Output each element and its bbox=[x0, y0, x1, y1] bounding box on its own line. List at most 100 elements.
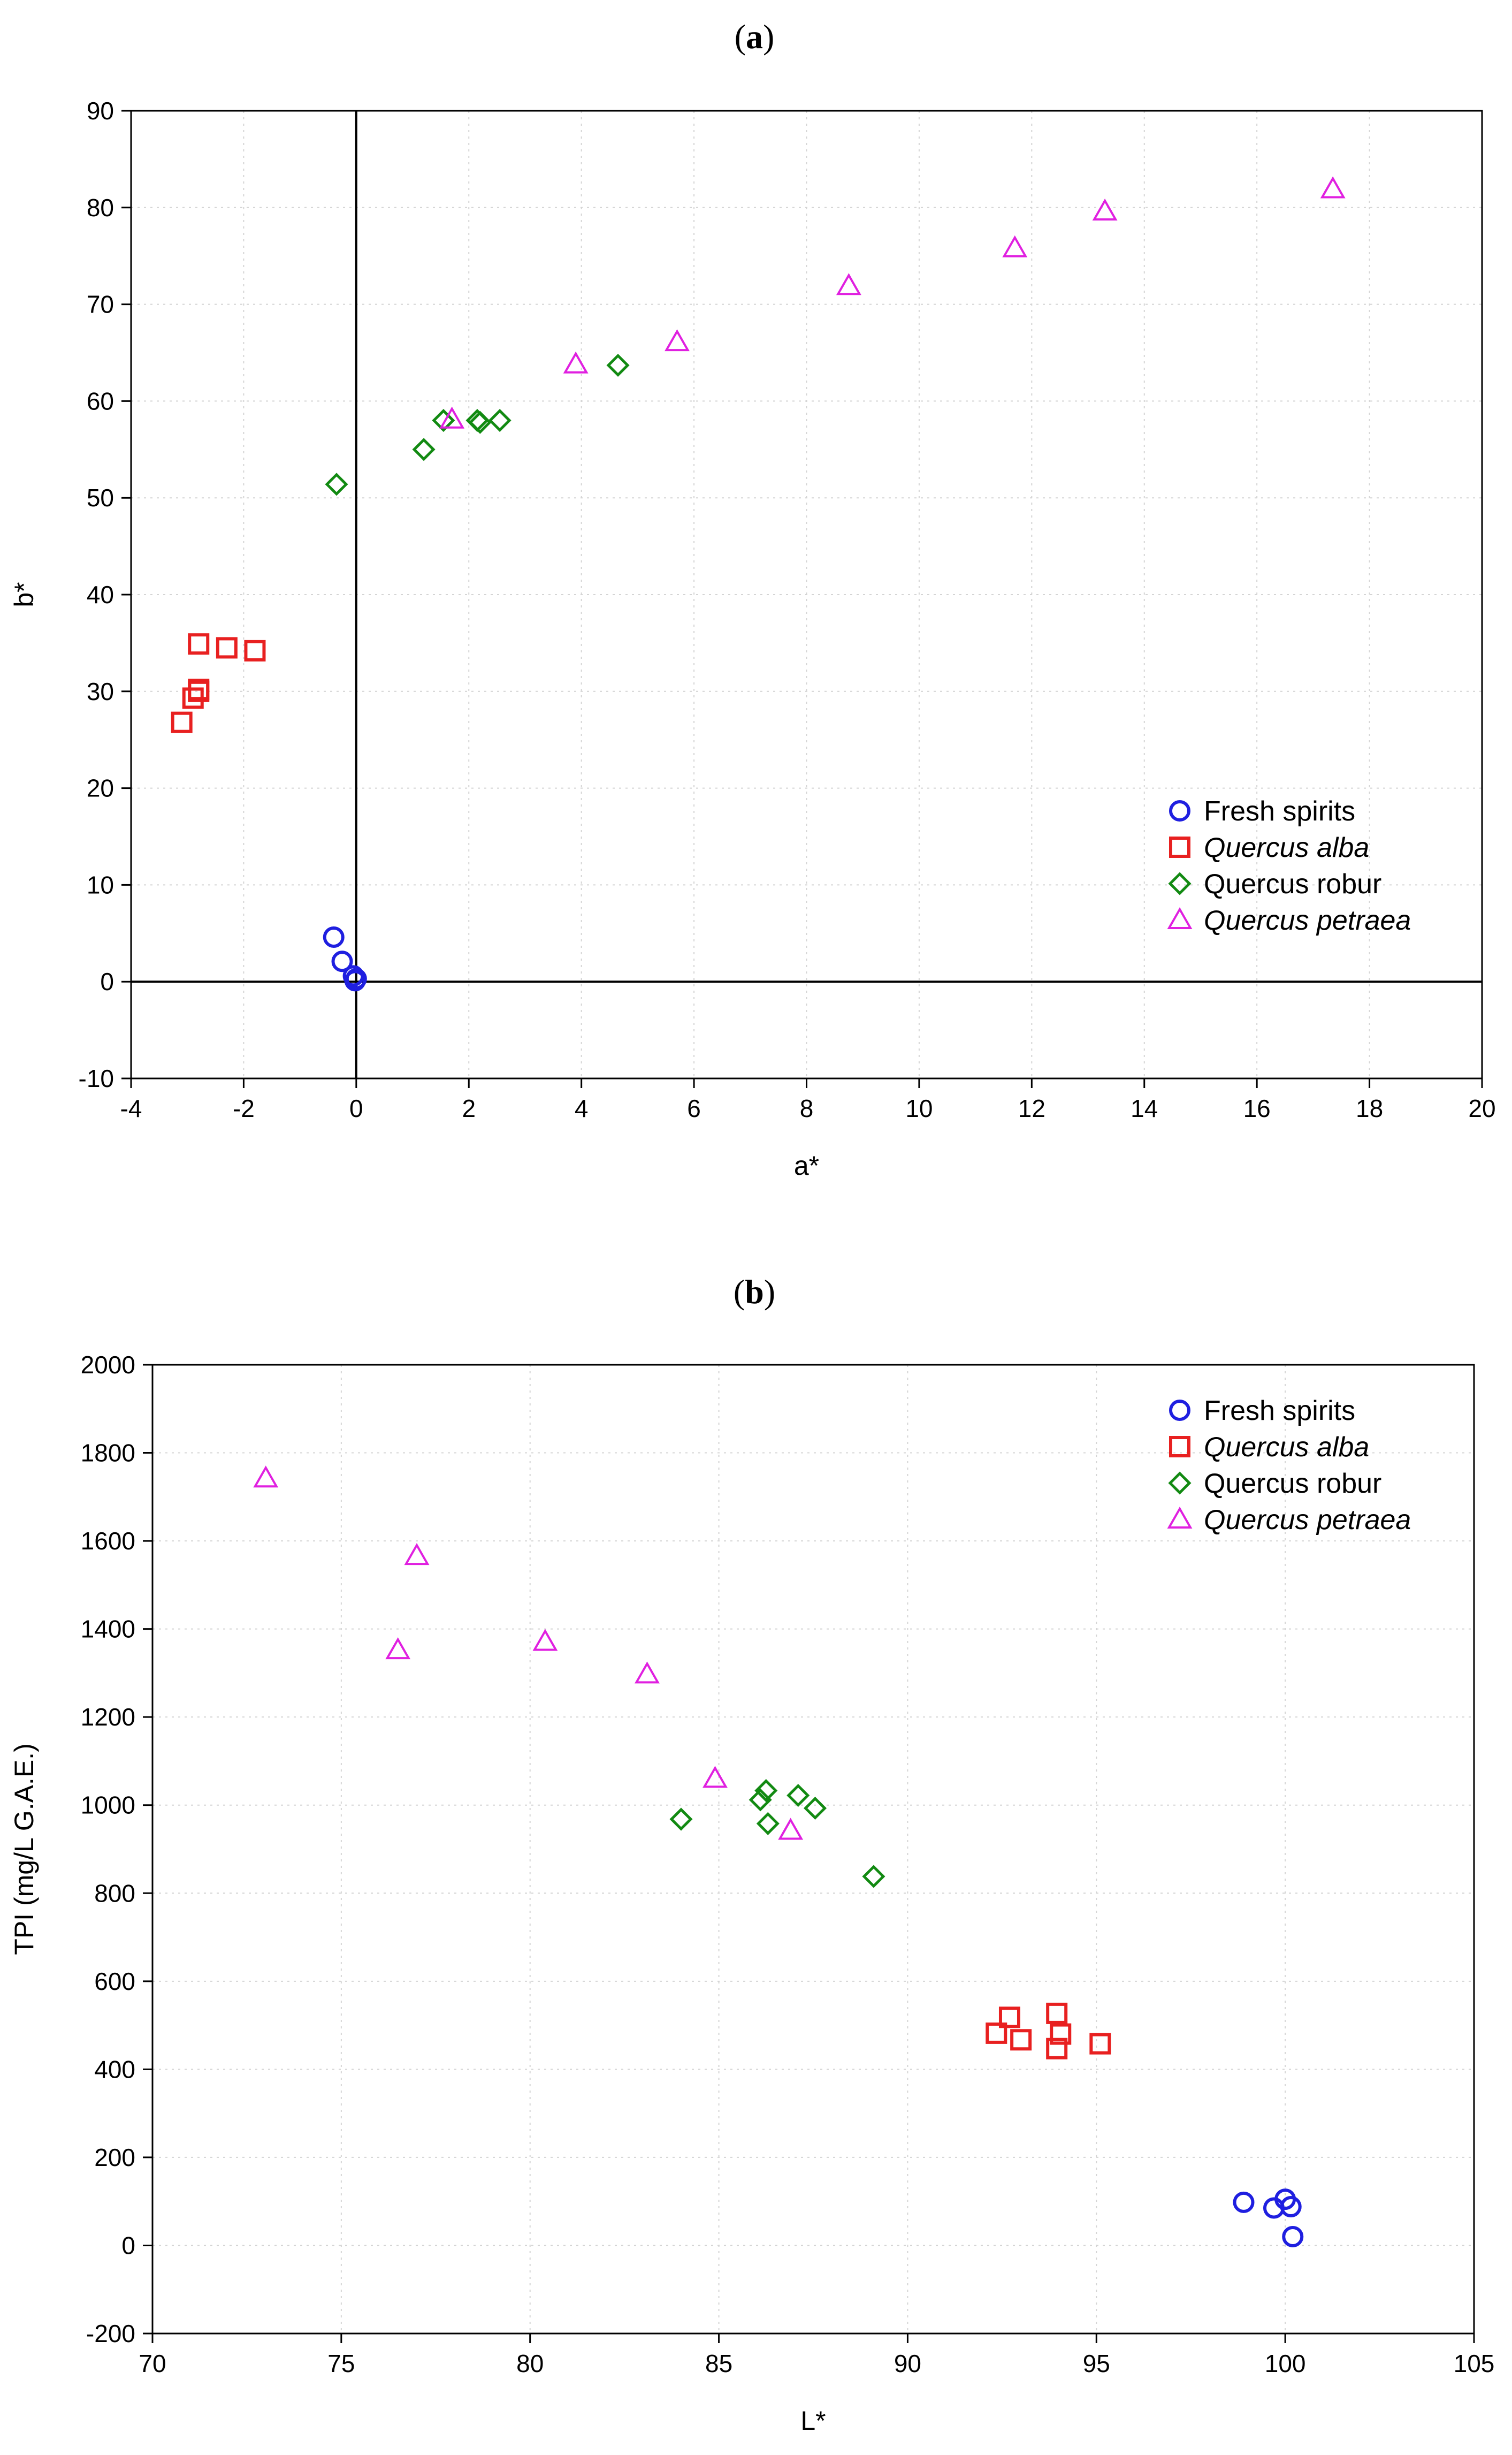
legend-marker-quercus-alba bbox=[1169, 1436, 1190, 1457]
legend-label-fresh-spirits: Fresh spirits bbox=[1204, 796, 1355, 827]
legend-label-quercus-alba: Quercus alba bbox=[1204, 832, 1369, 863]
legend-marker-fresh-spirits bbox=[1169, 1400, 1190, 1421]
point-quercus-petraea bbox=[253, 1465, 279, 1488]
y-tick-label: 20 bbox=[87, 774, 114, 802]
x-tick-label: 0 bbox=[349, 1095, 363, 1122]
legend-label-quercus-petraea: Quercus petraea bbox=[1204, 905, 1411, 936]
point-quercus-robur bbox=[862, 1865, 885, 1888]
legend-marker-quercus-petraea bbox=[1167, 1506, 1193, 1529]
y-tick-label: 70 bbox=[87, 291, 114, 318]
point-quercus-petraea bbox=[385, 1637, 411, 1660]
point-quercus-robur bbox=[488, 409, 511, 432]
x-tick-label: 4 bbox=[575, 1095, 589, 1122]
x-tick-label: -2 bbox=[233, 1095, 255, 1122]
point-quercus-petraea bbox=[665, 329, 690, 352]
y-tick-label: 50 bbox=[87, 484, 114, 512]
panel-label: (a) bbox=[735, 18, 775, 56]
point-quercus-alba bbox=[1050, 2023, 1072, 2045]
x-tick-label: 75 bbox=[327, 2350, 355, 2377]
point-fresh-spirits bbox=[1233, 2191, 1255, 2213]
point-fresh-spirits bbox=[1280, 2196, 1302, 2218]
point-quercus-alba bbox=[244, 640, 266, 662]
point-quercus-robur bbox=[756, 1812, 780, 1835]
point-quercus-petraea bbox=[836, 273, 861, 295]
x-tick-label: 100 bbox=[1265, 2350, 1306, 2377]
x-tick-label: 8 bbox=[800, 1095, 814, 1122]
point-quercus-robur bbox=[325, 473, 348, 496]
legend-label-quercus-alba: Quercus alba bbox=[1204, 1432, 1369, 1463]
y-tick-label: 0 bbox=[121, 2231, 135, 2259]
point-quercus-alba bbox=[1010, 2029, 1032, 2051]
x-tick-label: 90 bbox=[894, 2350, 921, 2377]
y-tick-label: 1600 bbox=[81, 1527, 135, 1555]
point-quercus-robur bbox=[432, 409, 455, 432]
point-quercus-petraea bbox=[635, 1661, 660, 1684]
point-quercus-petraea bbox=[563, 351, 589, 374]
x-tick-label: 6 bbox=[687, 1095, 701, 1122]
x-tick-label: 105 bbox=[1454, 2350, 1495, 2377]
x-tick-label: 95 bbox=[1083, 2350, 1110, 2377]
point-quercus-robur bbox=[412, 438, 436, 461]
legend-marker-quercus-alba bbox=[1169, 837, 1190, 858]
point-quercus-alba bbox=[188, 633, 210, 655]
point-quercus-petraea bbox=[1002, 235, 1028, 257]
y-tick-label: 1200 bbox=[81, 1703, 135, 1731]
legend-marker-quercus-petraea bbox=[1167, 907, 1193, 929]
y-tick-label: 200 bbox=[94, 2144, 135, 2171]
point-fresh-spirits bbox=[323, 926, 345, 948]
y-tick-label: 800 bbox=[94, 1879, 135, 1907]
x-tick-label: 12 bbox=[1018, 1095, 1045, 1122]
y-tick-label: 80 bbox=[87, 194, 114, 222]
x-tick-label: 16 bbox=[1243, 1095, 1271, 1122]
point-quercus-petraea bbox=[1320, 176, 1346, 199]
y-tick-label: 60 bbox=[87, 387, 114, 415]
point-quercus-alba bbox=[998, 2006, 1020, 2028]
x-tick-label: 14 bbox=[1131, 1095, 1158, 1122]
y-tick-label: 2000 bbox=[81, 1351, 135, 1379]
point-fresh-spirits bbox=[1282, 2226, 1304, 2247]
point-quercus-robur bbox=[803, 1796, 827, 1820]
y-tick-label: 400 bbox=[94, 2055, 135, 2083]
y-tick-label: 1400 bbox=[81, 1615, 135, 1643]
point-fresh-spirits bbox=[331, 951, 353, 972]
point-quercus-robur bbox=[786, 1784, 810, 1807]
legend-marker-quercus-robur bbox=[1168, 872, 1192, 895]
x-axis-title: a* bbox=[794, 1151, 819, 1181]
point-quercus-alba bbox=[1046, 2002, 1068, 2024]
y-tick-label: 600 bbox=[94, 1967, 135, 1995]
panel-label: (b) bbox=[734, 1273, 775, 1311]
y-axis-title: TPI (mg/L G.A.E.) bbox=[9, 1743, 39, 1955]
x-tick-label: 85 bbox=[705, 2350, 732, 2377]
point-quercus-robur bbox=[749, 1788, 772, 1812]
point-quercus-robur bbox=[754, 1779, 778, 1803]
chart-panel-a: (a) -4 -2 0 2 4 6 8 10 12 14 16 18 20 -10 0 10 20 30 40 50 60… bbox=[9, 18, 1496, 1181]
y-tick-label: 10 bbox=[87, 871, 114, 899]
x-axis-title: L* bbox=[800, 2406, 826, 2436]
x-tick-label: 70 bbox=[139, 2350, 166, 2377]
y-tick-label: 30 bbox=[87, 678, 114, 705]
x-tick-label: 2 bbox=[462, 1095, 476, 1122]
x-tick-label: 10 bbox=[905, 1095, 933, 1122]
y-tick-label: -200 bbox=[86, 2320, 135, 2347]
point-quercus-alba bbox=[986, 2022, 1007, 2044]
point-quercus-petraea bbox=[532, 1629, 558, 1651]
legend-marker-fresh-spirits bbox=[1169, 800, 1190, 822]
x-tick-label: 18 bbox=[1356, 1095, 1383, 1122]
point-quercus-alba bbox=[171, 711, 193, 733]
point-quercus-alba bbox=[216, 637, 238, 659]
x-tick-label: 80 bbox=[516, 2350, 544, 2377]
legend-label-quercus-robur: Quercus robur bbox=[1204, 869, 1381, 900]
point-quercus-petraea bbox=[439, 406, 465, 429]
legend-label-fresh-spirits: Fresh spirits bbox=[1204, 1395, 1355, 1426]
point-quercus-alba bbox=[188, 680, 210, 702]
point-quercus-petraea bbox=[1092, 199, 1118, 221]
y-tick-label: 40 bbox=[87, 581, 114, 609]
y-tick-label: 1800 bbox=[81, 1439, 135, 1467]
legend-label-quercus-robur: Quercus robur bbox=[1204, 1468, 1381, 1499]
point-quercus-robur bbox=[669, 1807, 693, 1831]
x-tick-label: -4 bbox=[120, 1095, 142, 1122]
y-tick-label: 0 bbox=[100, 968, 114, 995]
point-quercus-petraea bbox=[404, 1543, 430, 1565]
